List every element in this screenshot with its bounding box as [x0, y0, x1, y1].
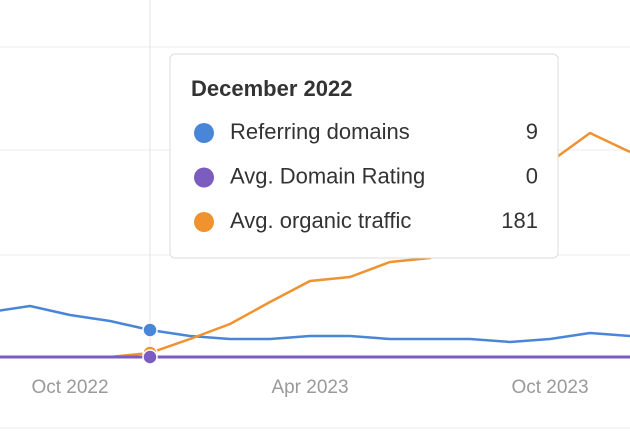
tooltip-box [169, 53, 559, 259]
legend-dot [194, 123, 214, 143]
series-line [0, 304, 630, 344]
hover-marker [142, 322, 158, 338]
tooltip-value: 0 [526, 163, 538, 188]
x-tick-label: Oct 2023 [511, 377, 588, 398]
tooltip-series-name: Avg. organic traffic [230, 208, 411, 233]
x-tick-label: Oct 2022 [31, 377, 108, 398]
tooltip-title: December 2022 [191, 76, 352, 101]
tooltip-series-name: Referring domains [230, 119, 410, 144]
tooltip-value: 181 [501, 208, 538, 233]
tooltip-value: 9 [526, 119, 538, 144]
x-tick-label: Apr 2023 [271, 377, 348, 398]
legend-dot [194, 212, 214, 232]
hover-marker [142, 349, 158, 365]
tooltip-series-name: Avg. Domain Rating [230, 163, 425, 188]
tooltip: December 2022 Referring domains 9 Avg. Dom… [169, 53, 559, 259]
legend-dot [194, 167, 214, 188]
